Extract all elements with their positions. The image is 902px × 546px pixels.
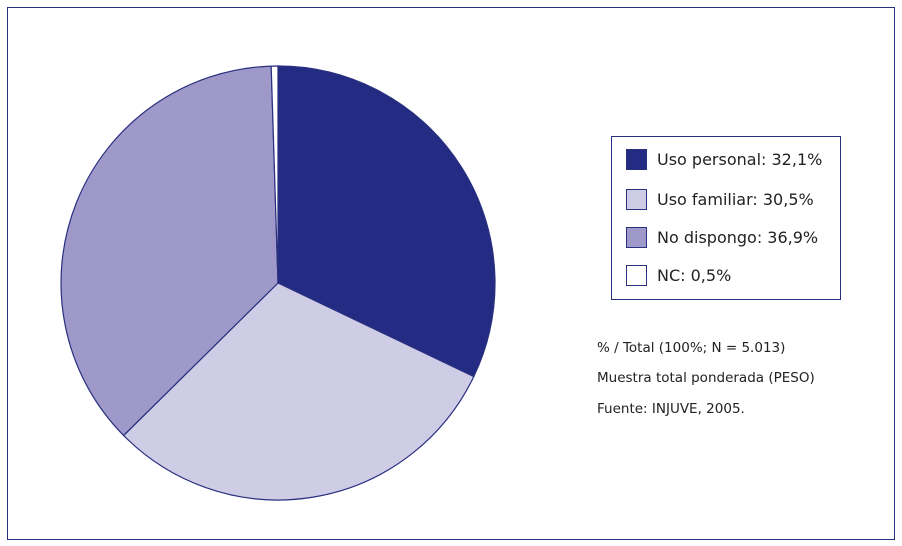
note: % / Total (100%; N = 5.013) bbox=[597, 340, 785, 356]
pie-slice bbox=[60, 65, 279, 437]
legend-value: 32,1% bbox=[772, 150, 823, 169]
legend-swatch bbox=[626, 227, 647, 248]
legend-swatch bbox=[626, 265, 647, 286]
legend-swatch bbox=[626, 189, 647, 210]
pie-slice bbox=[277, 65, 496, 378]
legend-name: NC: bbox=[657, 266, 686, 285]
legend-label: Uso familiar: 30,5% bbox=[657, 190, 814, 209]
pie-slice bbox=[270, 65, 279, 284]
pie-slice bbox=[122, 282, 475, 501]
legend-label: NC: 0,5% bbox=[657, 266, 731, 285]
legend-swatch bbox=[626, 149, 647, 170]
legend-label: Uso personal: 32,1% bbox=[657, 150, 822, 169]
legend-name: No dispongo: bbox=[657, 228, 762, 247]
note: Fuente: INJUVE, 2005. bbox=[597, 401, 745, 417]
legend-value: 36,9% bbox=[767, 228, 818, 247]
legend-label: No dispongo: 36,9% bbox=[657, 228, 818, 247]
legend-value: 30,5% bbox=[763, 190, 814, 209]
legend-name: Uso familiar: bbox=[657, 190, 758, 209]
legend-box bbox=[611, 136, 841, 300]
legend-name: Uso personal: bbox=[657, 150, 766, 169]
note: Muestra total ponderada (PESO) bbox=[597, 370, 815, 386]
legend-value: 0,5% bbox=[691, 266, 732, 285]
